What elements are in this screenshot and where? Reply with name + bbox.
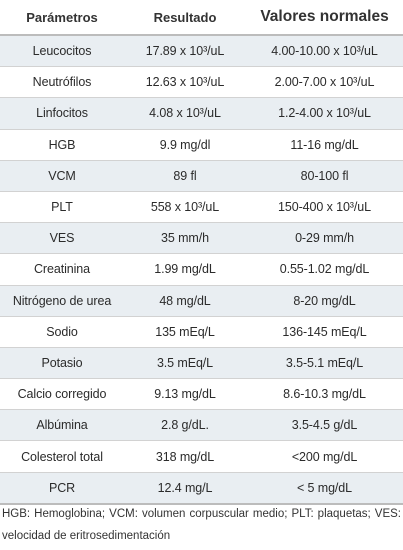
header-parametros: Parámetros xyxy=(0,0,124,36)
normal-range-cell: 80-100 fl xyxy=(246,160,403,192)
parameter-cell: VES xyxy=(0,222,124,255)
header-resultado: Resultado xyxy=(124,0,246,36)
result-cell: 12.63 x 10³/uL xyxy=(124,66,246,99)
parameter-cell: Colesterol total xyxy=(0,440,124,473)
normal-range-cell: 1.2-4.00 x 10³/uL xyxy=(246,97,403,130)
parameter-cell: PCR xyxy=(0,472,124,505)
parameter-cell: HGB xyxy=(0,129,124,161)
result-cell: 558 x 10³/uL xyxy=(124,191,246,224)
result-cell: 9.13 mg/dL xyxy=(124,378,246,411)
table-row: PLT 558 x 10³/uL 150-400 x 10³/uL xyxy=(0,191,403,224)
table-row: Sodio 135 mEq/L 136-145 mEq/L xyxy=(0,316,403,348)
normal-range-cell: 3.5-5.1 mEq/L xyxy=(246,347,403,380)
normal-range-cell: 4.00-10.00 x 10³/uL xyxy=(246,35,403,68)
table-row: Linfocitos 4.08 x 10³/uL 1.2-4.00 x 10³/uL xyxy=(0,97,403,130)
table-row: PCR 12.4 mg/L < 5 mg/dL xyxy=(0,472,403,505)
result-cell: 17.89 x 10³/uL xyxy=(124,35,246,68)
normal-range-cell: <200 mg/dL xyxy=(246,440,403,473)
parameter-cell: Potasio xyxy=(0,347,124,380)
table-row: HGB 9.9 mg/dl 11-16 mg/dL xyxy=(0,129,403,161)
result-cell: 4.08 x 10³/uL xyxy=(124,97,246,130)
table-row: Creatinina 1.99 mg/dL 0.55-1.02 mg/dL xyxy=(0,253,403,286)
result-cell: 2.8 g/dL. xyxy=(124,409,246,442)
table-row: Albúmina 2.8 g/dL. 3.5-4.5 g/dL xyxy=(0,409,403,442)
normal-range-cell: 8-20 mg/dL xyxy=(246,285,403,317)
lab-results-table: Parámetros Resultado Valores normales Le… xyxy=(0,0,403,505)
result-cell: 1.99 mg/dL xyxy=(124,253,246,286)
parameter-cell: Leucocitos xyxy=(0,35,124,68)
table-header: Parámetros Resultado Valores normales xyxy=(0,0,403,36)
table-row: Calcio corregido 9.13 mg/dL 8.6-10.3 mg/dL xyxy=(0,378,403,411)
result-cell: 318 mg/dL xyxy=(124,440,246,473)
normal-range-cell: 3.5-4.5 g/dL xyxy=(246,409,403,442)
result-cell: 9.9 mg/dl xyxy=(124,129,246,161)
normal-range-cell: 0.55-1.02 mg/dL xyxy=(246,253,403,286)
parameter-cell: PLT xyxy=(0,191,124,224)
parameter-cell: Neutrófilos xyxy=(0,66,124,99)
table-row: Nitrógeno de urea 48 mg/dL 8-20 mg/dL xyxy=(0,285,403,317)
header-valores-normales: Valores normales xyxy=(246,0,403,36)
table-row: VCM 89 fl 80-100 fl xyxy=(0,160,403,192)
normal-range-cell: 150-400 x 10³/uL xyxy=(246,191,403,224)
table-row: Potasio 3.5 mEq/L 3.5-5.1 mEq/L xyxy=(0,347,403,380)
result-cell: 35 mm/h xyxy=(124,222,246,255)
normal-range-cell: 11-16 mg/dL xyxy=(246,129,403,161)
parameter-cell: Calcio corregido xyxy=(0,378,124,411)
result-cell: 135 mEq/L xyxy=(124,316,246,348)
parameter-cell: Albúmina xyxy=(0,409,124,442)
result-cell: 89 fl xyxy=(124,160,246,192)
table-row: Leucocitos 17.89 x 10³/uL 4.00-10.00 x 10³… xyxy=(0,35,403,68)
header-row: Parámetros Resultado Valores normales xyxy=(0,0,403,36)
parameter-cell: Creatinina xyxy=(0,253,124,286)
table-body: Leucocitos 17.89 x 10³/uL 4.00-10.00 x 10³… xyxy=(0,35,403,505)
result-cell: 3.5 mEq/L xyxy=(124,347,246,380)
table-row: VES 35 mm/h 0-29 mm/h xyxy=(0,222,403,255)
result-cell: 48 mg/dL xyxy=(124,285,246,317)
parameter-cell: Linfocitos xyxy=(0,97,124,130)
parameter-cell: Sodio xyxy=(0,316,124,348)
normal-range-cell: 2.00-7.00 x 10³/uL xyxy=(246,66,403,99)
table-row: Neutrófilos 12.63 x 10³/uL 2.00-7.00 x 10³… xyxy=(0,66,403,99)
parameter-cell: Nitrógeno de urea xyxy=(0,285,124,317)
result-cell: 12.4 mg/L xyxy=(124,472,246,505)
normal-range-cell: 8.6-10.3 mg/dL xyxy=(246,378,403,411)
normal-range-cell: 136-145 mEq/L xyxy=(246,316,403,348)
normal-range-cell: 0-29 mm/h xyxy=(246,222,403,255)
table-row: Colesterol total 318 mg/dL <200 mg/dL xyxy=(0,440,403,473)
normal-range-cell: < 5 mg/dL xyxy=(246,472,403,505)
parameter-cell: VCM xyxy=(0,160,124,192)
table-footnote: HGB: Hemoglobina; VCM: volumen corpuscul… xyxy=(2,508,401,542)
